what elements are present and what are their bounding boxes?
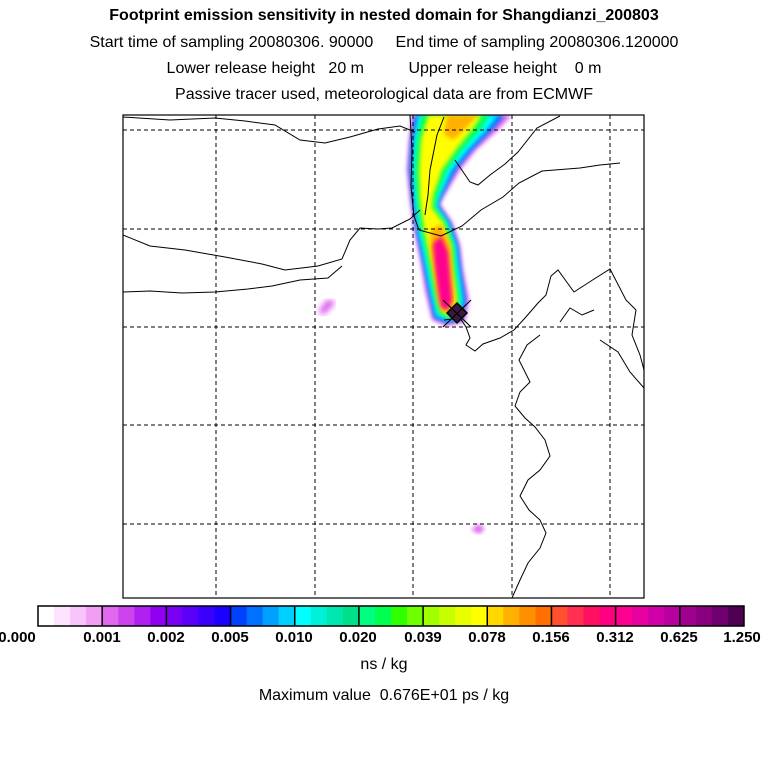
grid-lines — [123, 115, 644, 598]
colorbar-cell — [391, 606, 408, 626]
colorbar-tick: 0.000 — [0, 629, 36, 646]
colorbar-cell — [102, 606, 119, 626]
plume-contour-magenta — [433, 236, 452, 310]
colorbar-cell — [711, 606, 729, 626]
colorbar-cell — [230, 606, 248, 626]
colorbar-cell — [182, 606, 199, 626]
colorbar-cell — [567, 606, 585, 626]
colorbar-cell — [278, 606, 296, 626]
coastline-north — [123, 116, 416, 144]
colorbar-cell — [38, 606, 55, 626]
tracer-info-line: Passive tracer used, meteorological data… — [175, 86, 593, 103]
colorbar-cell — [551, 606, 568, 626]
map-frame — [122, 114, 645, 599]
chart-title: Footprint emission sensitivity in nested… — [109, 7, 659, 24]
colorbar-cell — [54, 606, 71, 626]
colorbar-cell — [246, 606, 264, 626]
coastlines — [123, 115, 644, 598]
colorbar-cell — [455, 606, 472, 626]
colorbar-cell — [326, 606, 344, 626]
border-jilin — [454, 115, 561, 186]
colorbar-cell — [471, 606, 488, 626]
colorbar-tick: 0.156 — [532, 629, 570, 646]
colorbar-cell — [166, 606, 183, 626]
coast-shandong — [511, 334, 551, 598]
colorbar-tick: 0.039 — [404, 629, 442, 646]
colorbar-tick: 1.250 — [723, 629, 761, 646]
colorbar-cell — [423, 606, 440, 626]
sampling-time-line: Start time of sampling 20080306. 90000 E… — [89, 34, 679, 51]
coast-liaodong — [559, 307, 595, 323]
colorbar-cell — [535, 606, 552, 626]
border-northeast — [409, 115, 621, 237]
plume-contour-orange — [444, 115, 478, 140]
colorbar-cell — [647, 606, 665, 626]
receptor-cross — [442, 299, 472, 328]
colorbar-cell — [342, 606, 360, 626]
colorbar-unit: ns / kg — [360, 656, 408, 673]
colorbar-tick: 0.020 — [339, 629, 377, 646]
colorbar-cell — [439, 606, 456, 626]
coast-bohai — [443, 268, 644, 371]
colorbar-cell — [198, 606, 215, 626]
colorbar-cell — [214, 606, 232, 626]
colorbar-cell — [262, 606, 280, 626]
receptor-marker — [442, 299, 472, 328]
plume-contour-violet — [318, 300, 334, 315]
colorbar-cell — [615, 606, 633, 626]
border-mongolia-2 — [123, 265, 343, 294]
colorbar-cell — [583, 606, 601, 626]
colorbar-cell — [134, 606, 151, 626]
colorbar-cell — [727, 606, 745, 626]
colorbar-cell — [374, 606, 392, 626]
colorbar-tick: 0.312 — [596, 629, 634, 646]
colorbar-tick: 0.010 — [275, 629, 313, 646]
colorbar-frame — [37, 605, 745, 627]
colorbar-cell — [70, 606, 87, 626]
colorbar-cell — [695, 606, 713, 626]
plume-contour-violet — [471, 524, 485, 534]
colorbar-cell — [679, 606, 697, 626]
colorbar-tick: 0.625 — [660, 629, 698, 646]
colorbar-cell — [358, 606, 376, 626]
colorbar-cell — [631, 606, 649, 626]
colorbar-cell — [407, 606, 424, 626]
colorbar-tick: 0.078 — [468, 629, 506, 646]
border-inner — [424, 116, 445, 216]
colorbar-tick: 0.005 — [211, 629, 249, 646]
border-mongolia — [123, 209, 421, 271]
plume-layer — [318, 115, 512, 534]
maximum-value-label: Maximum value 0.676E+01 ps / kg — [258, 687, 510, 704]
colorbar-tick: 0.002 — [147, 629, 185, 646]
colorbar-cell — [86, 606, 103, 626]
coast-korea — [599, 339, 644, 389]
colorbar-cell — [503, 606, 520, 626]
colorbar-cell — [599, 606, 617, 626]
colorbar-cell — [310, 606, 328, 626]
colorbar-cell — [519, 606, 536, 626]
colorbar-cell — [150, 606, 167, 626]
colorbar-cell — [663, 606, 681, 626]
colorbar-cell — [294, 606, 312, 626]
colorbar-cell — [118, 606, 135, 626]
colorbar-tick: 0.001 — [83, 629, 121, 646]
release-height-line: Lower release height 20 m Upper release … — [166, 60, 602, 77]
colorbar-cell — [487, 606, 504, 626]
